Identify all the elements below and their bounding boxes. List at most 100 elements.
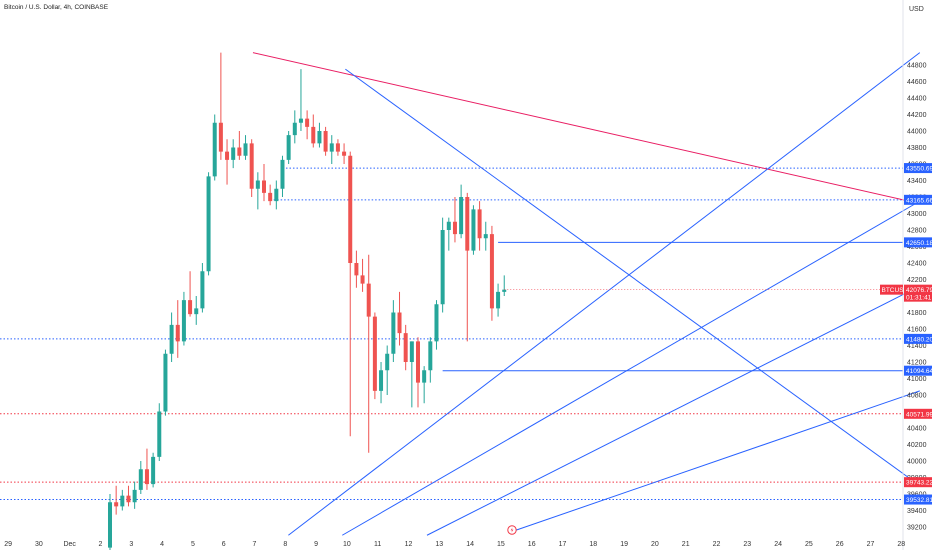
x-tick-label: 13 xyxy=(435,541,443,548)
candle-body xyxy=(151,456,156,485)
candle-body xyxy=(200,271,205,309)
candle-body xyxy=(496,291,501,309)
trendline[interactable] xyxy=(426,285,921,536)
candle-body xyxy=(428,341,433,371)
trendline[interactable] xyxy=(345,68,921,487)
y-tick-label: 41400 xyxy=(907,343,927,350)
candle-body xyxy=(385,353,390,371)
candle-body xyxy=(366,283,371,317)
time-axis: 29 30 Dec 2 3 4 5 6 7 8 9 10 11 12 13 14 15 16 17 18 19 20 21 2… xyxy=(4,541,905,548)
candle-body xyxy=(114,502,119,507)
level-price-tag xyxy=(904,408,932,419)
level-price-tag xyxy=(904,477,932,488)
x-tick-label: Dec xyxy=(63,541,76,548)
candle-body xyxy=(218,122,223,152)
level-price-tag xyxy=(904,237,932,248)
x-tick-label: 26 xyxy=(836,541,844,548)
y-tick-label: 40200 xyxy=(907,442,927,449)
level-price-tag xyxy=(904,494,932,505)
candle-body xyxy=(243,143,248,156)
candle-body xyxy=(280,159,285,189)
x-tick-label: 14 xyxy=(466,541,474,548)
y-tick-label: 42200 xyxy=(907,277,927,284)
y-tick-label: 41800 xyxy=(907,310,927,317)
level-price-tag xyxy=(904,163,932,174)
candle-body xyxy=(262,180,266,193)
candle-body xyxy=(446,221,451,230)
candle-body xyxy=(286,135,291,160)
y-tick-label: 39200 xyxy=(907,525,927,532)
candle-body xyxy=(181,300,186,342)
y-tick-label: 41200 xyxy=(907,360,927,367)
candle-body xyxy=(372,316,377,391)
candle-body xyxy=(354,263,359,276)
symbol-label: BTCUSD xyxy=(882,287,909,294)
y-tick-label: 40400 xyxy=(907,426,927,433)
level-price-label: 39532.81 xyxy=(906,497,932,504)
trendline[interactable] xyxy=(513,390,920,532)
x-tick-label: 15 xyxy=(497,541,505,548)
candle-body xyxy=(144,469,149,485)
x-tick-label: 25 xyxy=(805,541,813,548)
x-tick-label: 18 xyxy=(589,541,597,548)
trendline[interactable] xyxy=(252,52,920,205)
candle-body xyxy=(126,495,131,503)
level-price-label: 42650.18 xyxy=(906,240,932,247)
x-tick-label: 2 xyxy=(99,541,103,548)
candle-body xyxy=(120,495,125,507)
level-price-label: 39743.22 xyxy=(906,480,932,487)
x-tick-label: 11 xyxy=(374,541,381,548)
candle-body xyxy=(163,353,168,412)
candle-body xyxy=(329,143,334,152)
candle-body xyxy=(274,188,279,202)
candle-body xyxy=(465,197,470,251)
y-tick-label: 44400 xyxy=(907,96,927,103)
chart-title: Bitcoin / U.S. Dollar, 4h, COINBASE xyxy=(4,4,109,11)
candle-body xyxy=(360,275,365,284)
currency-label: USD xyxy=(909,6,924,13)
x-tick-label: 22 xyxy=(713,541,721,548)
x-tick-label: 28 xyxy=(897,541,905,548)
candle-body xyxy=(249,143,254,189)
candle-body xyxy=(335,143,340,152)
candle-body xyxy=(459,197,464,235)
trendlines xyxy=(252,52,921,536)
level-price-tag xyxy=(904,194,932,205)
countdown-label: 01:31:41 xyxy=(906,295,932,302)
x-tick-label: 4 xyxy=(160,541,164,548)
x-tick-label: 20 xyxy=(651,541,659,548)
candle-body xyxy=(483,234,488,239)
x-tick-label: 6 xyxy=(222,541,226,548)
level-price-label: 41480.20 xyxy=(906,336,932,343)
candle-body xyxy=(138,469,143,490)
candle-body xyxy=(348,155,353,263)
candle-body xyxy=(452,221,457,235)
candle-body xyxy=(255,180,260,189)
trendline[interactable] xyxy=(288,52,921,536)
x-tick-label: 27 xyxy=(867,541,875,548)
candle-body xyxy=(292,122,297,136)
candle-body xyxy=(237,147,242,156)
level-price-label: 43550.69 xyxy=(906,166,932,173)
candle-body xyxy=(342,151,347,156)
y-tick-label: 44200 xyxy=(907,112,927,119)
candle-body xyxy=(403,333,408,362)
candle-body xyxy=(434,304,439,342)
level-price-tag xyxy=(904,365,932,376)
x-tick-label: 17 xyxy=(559,541,567,548)
y-tick-label: 42400 xyxy=(907,261,927,268)
candle-body xyxy=(409,341,414,362)
candle-body xyxy=(317,131,322,144)
y-tick-label: 44600 xyxy=(907,79,927,86)
level-price-label: 41094.64 xyxy=(906,368,932,375)
x-tick-label: 21 xyxy=(682,541,690,548)
candle-body xyxy=(311,126,316,144)
alert-icon[interactable] xyxy=(507,525,517,535)
y-tick-label: 41600 xyxy=(907,327,927,334)
x-tick-label: 3 xyxy=(129,541,133,548)
candles xyxy=(108,52,507,550)
y-tick-label: 44800 xyxy=(907,63,927,70)
candle-body xyxy=(379,370,384,391)
trendline[interactable] xyxy=(342,200,921,536)
